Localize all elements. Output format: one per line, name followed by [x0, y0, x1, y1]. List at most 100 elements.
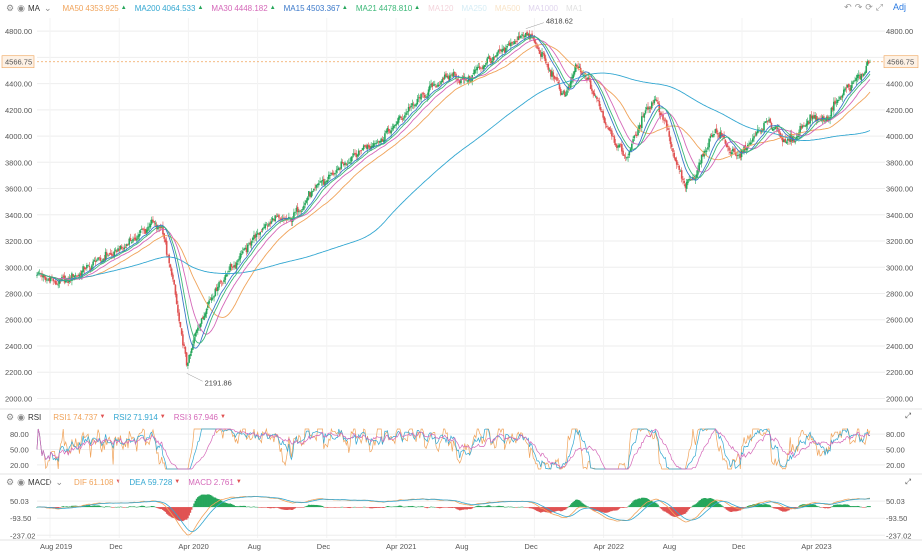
macd-legend-item-dif[interactable]: DIF 61.108 ▼ [74, 478, 121, 487]
macd-histogram-bar [798, 506, 800, 508]
candle-body [271, 218, 274, 221]
candle-body [279, 218, 281, 220]
settings-icon[interactable]: ⚙ [6, 476, 15, 487]
macd-histogram-bar [526, 507, 528, 508]
macd-histogram-bar [424, 507, 426, 508]
settings-icon[interactable]: ⚙ [6, 411, 15, 422]
candle-body [516, 40, 518, 42]
candle-body [720, 132, 723, 136]
macd-histogram-bar [800, 504, 803, 508]
ma-legend-item-name: MA1 [565, 3, 583, 13]
candle-body [730, 152, 733, 155]
candle-body [613, 136, 616, 143]
candle-body [421, 92, 424, 94]
candle-body [309, 192, 311, 197]
macd-histogram-bar [116, 507, 118, 508]
settings-icon[interactable]: ⚙ [6, 2, 15, 13]
candle-body [385, 131, 387, 133]
candle-body [349, 162, 351, 164]
redo-icon[interactable]: ↷ [854, 2, 866, 12]
candle-body [106, 252, 108, 256]
chevron-down-icon[interactable]: ⌄ [43, 2, 52, 13]
fullscreen-icon[interactable]: ⤢ [875, 2, 886, 12]
rsi-legend-item-rsi2[interactable]: RSI2 71.914 ▼ [114, 413, 166, 422]
x-tick-label: Apr 2023 [801, 542, 831, 551]
candle-body [512, 43, 515, 45]
ma-legend-item-ma250[interactable]: MA250 [461, 4, 486, 13]
candle-body [480, 67, 482, 69]
macd-histogram-bar [374, 507, 376, 509]
undo-icon[interactable]: ↶ [844, 2, 855, 12]
ma-legend-item-ma200[interactable]: MA200 4064.533 ▲ [135, 4, 204, 13]
ma-line-ma50 [36, 43, 871, 318]
ma-legend-item-ma50[interactable]: MA50 4353.925 ▲ [62, 4, 126, 13]
macd-histogram-bar [517, 506, 520, 508]
macd-histogram-bar [745, 506, 748, 508]
candle-body [149, 223, 152, 228]
candle-body [805, 123, 808, 127]
expand-icon[interactable]: ⤢ [904, 411, 911, 420]
candle-body [130, 241, 133, 243]
current-price-label: 4566.75 [5, 58, 32, 67]
ma-legend-item-ma120[interactable]: MA120 [428, 4, 453, 13]
candle-body [263, 227, 265, 228]
macd-histogram-bar [244, 505, 247, 508]
candle-body [515, 41, 517, 42]
adj-toggle[interactable]: Adj [892, 2, 906, 12]
candle-body [154, 223, 157, 225]
macd-histogram-bar [584, 505, 587, 508]
macd-histogram-bar [650, 501, 653, 508]
macd-histogram-bar [462, 507, 465, 510]
macd-histogram-bar [57, 507, 59, 509]
macd-histogram-bar [268, 507, 270, 509]
macd-histogram-bar [173, 507, 175, 519]
arrow-down-icon: ▼ [174, 479, 181, 485]
candle-body [316, 184, 319, 186]
ma-legend-item-ma1[interactable]: MA1 [566, 4, 582, 13]
candle-body [74, 274, 77, 276]
candle-body [552, 72, 555, 77]
candle-body [46, 279, 48, 281]
macd-histogram-bar [683, 507, 685, 514]
macd-histogram-bar [611, 507, 613, 512]
macd-histogram-bar [662, 507, 664, 511]
macd-legend-item-dea[interactable]: DEA 59.728 ▼ [129, 478, 180, 487]
macd-histogram-bar [851, 506, 854, 508]
reset-icon[interactable]: ⟳ [865, 2, 876, 12]
macd-histogram-bar [574, 499, 577, 508]
ma-legend-item-ma1000[interactable]: MA1000 [528, 4, 558, 13]
ma-legend-item-ma21[interactable]: MA21 4478.810 ▲ [356, 4, 420, 13]
candle-body [621, 144, 623, 152]
chevron-down-icon[interactable]: ⌄ [55, 476, 64, 487]
visibility-icon[interactable]: ◉ [17, 411, 25, 422]
macd-histogram-bar [732, 507, 734, 512]
macd-histogram-bar [780, 507, 783, 511]
candle-body [354, 152, 356, 154]
macd-histogram-bar [606, 507, 608, 513]
candle-body [665, 120, 668, 128]
ma-legend-item-ma500[interactable]: MA500 [495, 4, 520, 13]
candle-body [224, 275, 227, 280]
candle-body [346, 164, 349, 166]
expand-icon[interactable]: ⤢ [904, 477, 911, 486]
candle-body [278, 214, 280, 218]
candle-body [379, 140, 381, 144]
visibility-icon[interactable]: ◉ [17, 2, 25, 13]
rsi-legend-item-rsi1[interactable]: RSI1 74.737 ▼ [53, 413, 105, 422]
macd-histogram-bar [816, 506, 819, 508]
candle-body [557, 81, 560, 84]
toolbar-icons: ↶↷⟳⤢ [844, 2, 886, 13]
macd-histogram-bar [586, 506, 588, 508]
macd-histogram-bar [172, 507, 174, 518]
macd-histogram-bar [67, 506, 69, 508]
macd-histogram-bar [429, 507, 431, 508]
candle-body [617, 146, 619, 148]
candle-body [854, 79, 856, 81]
ma-legend-item-ma15[interactable]: MA15 4503.367 ▲ [284, 4, 348, 13]
visibility-icon[interactable]: ◉ [17, 476, 25, 487]
macd-histogram-bar [597, 507, 599, 512]
rsi-legend-item-rsi3[interactable]: RSI3 67.946 ▼ [174, 413, 226, 422]
macd-legend-item-macd[interactable]: MACD 2.761 ▼ [188, 478, 242, 487]
ma-legend-item-ma30[interactable]: MA30 4448.182 ▲ [211, 4, 275, 13]
